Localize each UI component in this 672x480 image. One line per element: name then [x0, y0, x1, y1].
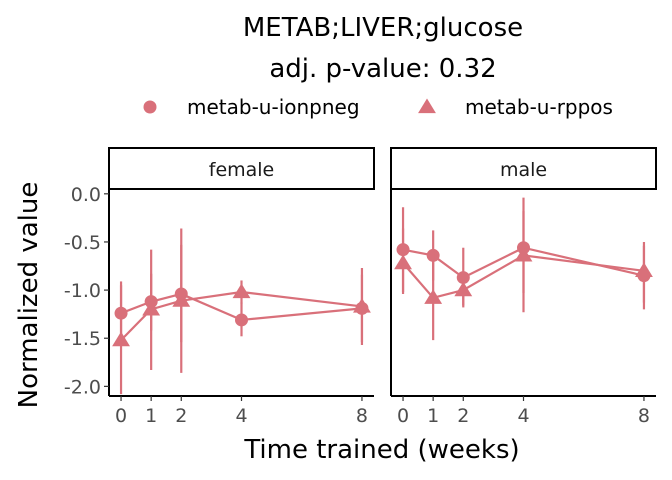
- data-point-triangle: [394, 254, 412, 270]
- facet-strip-label: female: [209, 159, 275, 181]
- data-point-circle: [235, 313, 248, 327]
- x-tick-label: 2: [457, 405, 469, 427]
- y-tick-label: -1.0: [64, 280, 101, 302]
- y-tick-label: 0.0: [71, 184, 101, 206]
- data-point-triangle: [232, 283, 251, 299]
- data-point-triangle: [112, 331, 130, 347]
- x-tick-label: 0: [397, 405, 409, 427]
- legend-key-circle: [143, 100, 157, 114]
- chart-title: METAB;LIVER;glucose: [243, 13, 523, 43]
- y-axis: 0.0 -0.5 -1.0 -1.5 -2.0: [64, 184, 109, 398]
- data-point-triangle: [424, 289, 443, 304]
- data-point-triangle: [142, 300, 161, 316]
- chart-subtitle: adj. p-value: 0.32: [269, 54, 496, 84]
- data-point-triangle: [635, 262, 653, 277]
- x-tick-label: 8: [356, 405, 368, 427]
- legend-label: metab-u-ionpneg: [187, 95, 360, 119]
- x-tick-label: 1: [427, 405, 439, 427]
- legend-label: metab-u-rppos: [465, 95, 613, 119]
- facet-panel-male: male 0 1 2 4 8: [390, 147, 657, 427]
- data-point-triangle: [172, 292, 191, 307]
- data-point-triangle: [454, 281, 473, 297]
- x-tick-label: 4: [235, 405, 247, 427]
- legend-item-metab-u-rppos: metab-u-rppos: [418, 95, 613, 119]
- data-point-triangle: [353, 297, 371, 313]
- y-tick-label: -1.5: [64, 328, 101, 350]
- facet-strip: [390, 147, 657, 190]
- facet-panel-female: female 0 1 2 4 8: [108, 147, 375, 427]
- data-point-triangle: [514, 246, 533, 262]
- y-tick-label: -0.5: [64, 232, 101, 254]
- y-tick-label: -2.0: [64, 376, 101, 398]
- legend: metab-u-ionpneg metab-u-rppos: [143, 95, 613, 119]
- x-tick-label: 2: [175, 405, 187, 427]
- x-tick-label: 1: [145, 405, 157, 427]
- legend-item-metab-u-ionpneg: metab-u-ionpneg: [143, 95, 360, 119]
- x-tick-label: 4: [517, 405, 529, 427]
- x-axis-title: Time trained (weeks): [243, 435, 519, 465]
- x-tick-label: 8: [638, 405, 650, 427]
- x-tick-label: 0: [115, 405, 127, 427]
- series-metab-u-rppos: [394, 211, 653, 341]
- facet-strip-label: male: [500, 159, 547, 181]
- y-axis-title: Normalized value: [14, 182, 44, 409]
- series-metab-u-rppos: [112, 228, 371, 395]
- legend-key-triangle: [418, 98, 436, 114]
- facet-strip: [108, 147, 375, 190]
